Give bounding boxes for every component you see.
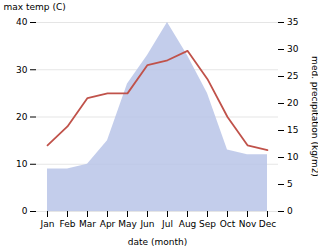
svg-text:40: 40 <box>16 17 28 27</box>
svg-text:20: 20 <box>287 98 299 108</box>
svg-text:30: 30 <box>16 65 28 75</box>
svg-text:Aug: Aug <box>179 219 197 229</box>
svg-text:Jul: Jul <box>161 219 173 229</box>
svg-text:25: 25 <box>287 71 298 81</box>
svg-text:35: 35 <box>287 17 298 27</box>
svg-text:10: 10 <box>287 152 299 162</box>
svg-text:Oct: Oct <box>220 219 236 229</box>
svg-text:5: 5 <box>287 179 293 189</box>
svg-text:20: 20 <box>16 112 28 122</box>
svg-text:10: 10 <box>16 159 28 169</box>
svg-text:30: 30 <box>287 44 299 54</box>
svg-text:Jun: Jun <box>139 219 154 229</box>
svg-text:Dec: Dec <box>259 219 276 229</box>
svg-text:15: 15 <box>287 125 298 135</box>
svg-text:May: May <box>118 219 137 229</box>
svg-text:Apr: Apr <box>100 219 116 229</box>
svg-text:Feb: Feb <box>60 219 76 229</box>
svg-text:Nov: Nov <box>239 219 257 229</box>
svg-text:0: 0 <box>22 206 28 216</box>
svg-text:med. precipitation (kg/m2): med. precipitation (kg/m2) <box>310 56 318 177</box>
svg-text:max temp (C): max temp (C) <box>4 2 66 12</box>
svg-text:Jan: Jan <box>40 219 55 229</box>
svg-text:Mar: Mar <box>79 219 96 229</box>
svg-text:Sep: Sep <box>199 219 216 229</box>
svg-text:0: 0 <box>287 206 293 216</box>
svg-text:date (month): date (month) <box>128 237 187 247</box>
